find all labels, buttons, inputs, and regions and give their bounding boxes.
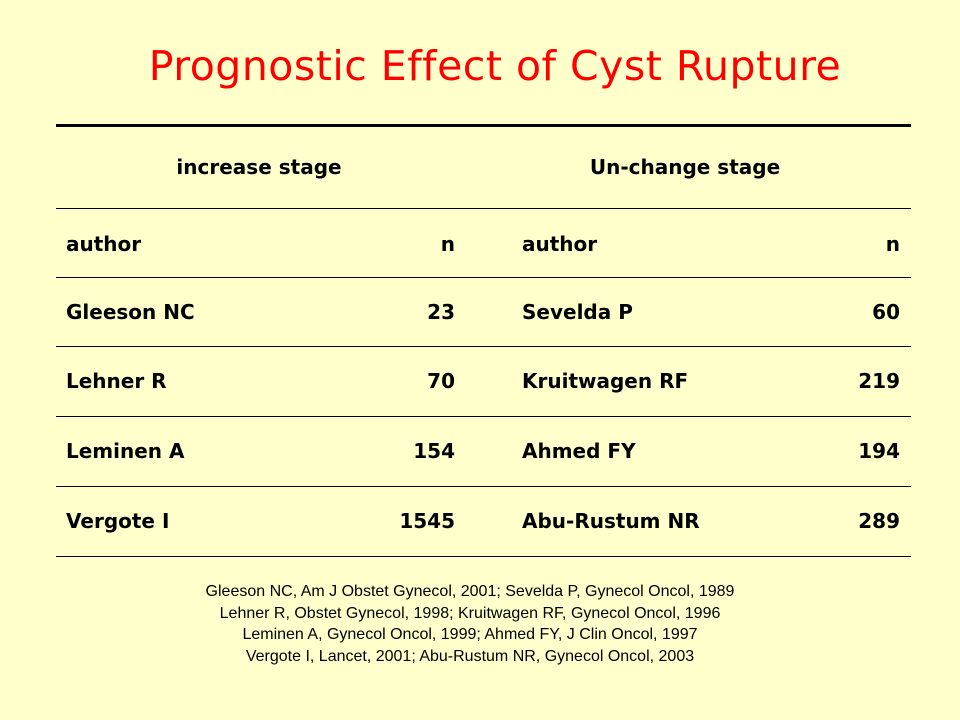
- table-cell-author: Ahmed FY: [522, 439, 636, 463]
- table-cell-n: 70: [427, 369, 455, 393]
- table-cell-author: Lehner R: [66, 369, 167, 393]
- column-header-author-right: author: [522, 232, 598, 256]
- row-divider: [56, 486, 911, 487]
- table-cell-n: 1545: [399, 509, 455, 533]
- table-cell-n: 194: [858, 439, 900, 463]
- table-cell-n: 154: [413, 439, 455, 463]
- table-cell-n: 219: [858, 369, 900, 393]
- reference-line: Leminen A, Gynecol Oncol, 1999; Ahmed FY…: [242, 626, 698, 643]
- group-header-increase-stage: increase stage: [176, 155, 342, 179]
- references: Gleeson NC, Am J Obstet Gynecol, 2001; S…: [0, 581, 940, 667]
- table-cell-n: 23: [427, 300, 455, 324]
- column-header-author-left: author: [66, 232, 142, 256]
- row-divider: [56, 416, 911, 417]
- row-divider: [56, 277, 911, 278]
- table-cell-n: 289: [858, 509, 900, 533]
- column-header-n-right: n: [885, 232, 900, 256]
- reference-line: Vergote I, Lancet, 2001; Abu-Rustum NR, …: [245, 647, 695, 665]
- slide-title: Prognostic Effect of Cyst Rupture: [148, 42, 842, 90]
- reference-line: Lehner R, Obstet Gynecol, 1998; Kruitwag…: [219, 604, 721, 622]
- table-top-rule: [56, 124, 911, 127]
- table-cell-n: 60: [872, 300, 900, 324]
- column-header-n-left: n: [440, 232, 455, 256]
- table-cell-author: Kruitwagen RF: [522, 369, 689, 393]
- table-bottom-rule: [56, 556, 911, 557]
- group-header-unchange-stage: Un-change stage: [589, 155, 781, 179]
- row-divider: [56, 346, 911, 347]
- table-cell-author: Sevelda P: [522, 300, 633, 324]
- row-divider: [56, 208, 911, 209]
- table-cell-author: Gleeson NC: [66, 300, 195, 324]
- table-cell-author: Vergote I: [66, 509, 170, 533]
- table-cell-author: Abu-Rustum NR: [522, 509, 700, 533]
- reference-line: Gleeson NC, Am J Obstet Gynecol, 2001; S…: [205, 583, 735, 600]
- table-cell-author: Leminen A: [66, 439, 185, 463]
